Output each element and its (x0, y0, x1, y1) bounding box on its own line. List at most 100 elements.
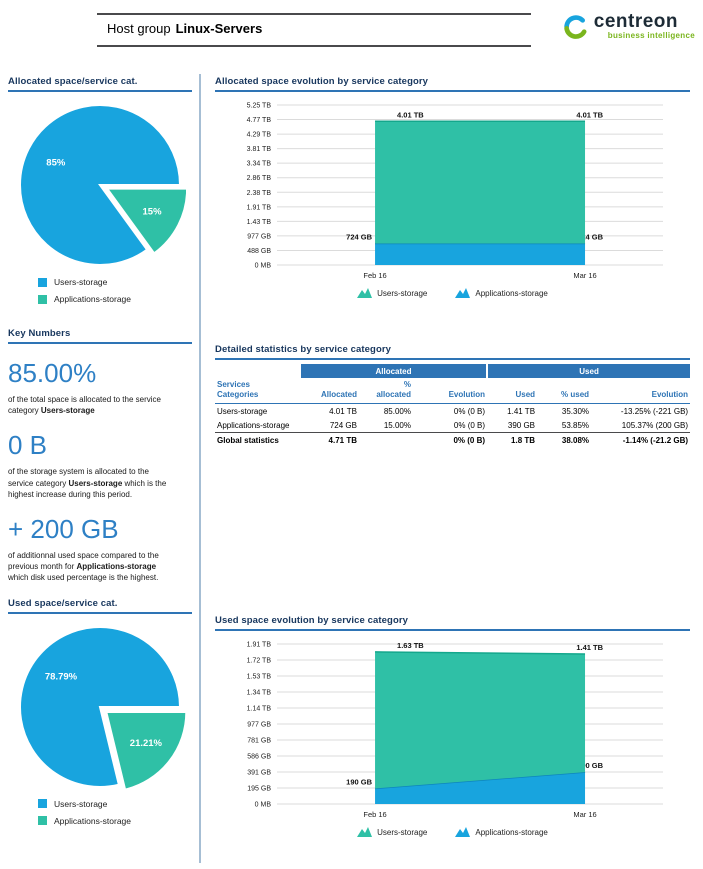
page-title: Host group Linux-Servers (107, 21, 262, 36)
svg-text:0 MB: 0 MB (255, 263, 272, 270)
used-pie-chart: 78.79% 21.21% (8, 619, 192, 795)
svg-text:2.38 TB: 2.38 TB (247, 190, 272, 197)
group-header-used: Used (486, 364, 691, 378)
svg-text:4.01 TB: 4.01 TB (576, 110, 603, 119)
centreon-logo: centreon business intelligence (561, 12, 695, 47)
svg-text:390 GB: 390 GB (577, 761, 603, 770)
section-heading-used-pie: Used space/service cat. (8, 598, 192, 614)
section-heading-allocated-pie: Allocated space/service cat. (8, 76, 192, 92)
key-number-allocation-increase: 0 B of the storage system is allocated t… (8, 430, 192, 500)
group-header-allocated: Allocated (301, 364, 488, 378)
column-header-evolution-allocated: Evolution (413, 378, 488, 404)
section-heading-detailed-statistics: Detailed statistics by service category (215, 344, 690, 360)
allocated-pie-legend: Users-storage Applications-storage (38, 277, 192, 304)
svg-text:3.81 TB: 3.81 TB (247, 146, 272, 153)
svg-text:488 GB: 488 GB (247, 248, 271, 255)
left-column: Allocated space/service cat. 85% 15% User… (8, 76, 192, 833)
legend-item: Users-storage (357, 287, 427, 300)
table-row: Users-storage 4.01 TB 85.00% 0% (0 B) 1.41 T… (217, 406, 689, 416)
legend-item: Applications-storage (38, 816, 192, 826)
svg-text:Feb 16: Feb 16 (363, 810, 386, 819)
legend-item: Applications-storage (455, 826, 548, 839)
svg-text:3.34 TB: 3.34 TB (247, 161, 272, 168)
svg-text:1.72 TB: 1.72 TB (247, 658, 272, 665)
logo-subtitle: business intelligence (607, 31, 695, 40)
svg-text:Mar 16: Mar 16 (573, 810, 596, 819)
statistics-table: Allocated Used Services Categories Alloc… (215, 364, 691, 447)
svg-text:1.43 TB: 1.43 TB (247, 219, 272, 226)
svg-text:5.25 TB: 5.25 TB (247, 103, 272, 110)
legend-label: Applications-storage (54, 815, 132, 826)
svg-text:977 GB: 977 GB (247, 233, 271, 240)
svg-text:391 GB: 391 GB (247, 770, 271, 777)
svg-text:1.63 TB: 1.63 TB (397, 641, 424, 650)
legend-item: Applications-storage (455, 287, 548, 300)
statistics-table-body: Users-storage 4.01 TB 85.00% 0% (0 B) 1.41 T… (215, 404, 691, 447)
header-rule-top (97, 13, 531, 15)
svg-text:85%: 85% (46, 157, 66, 168)
area-series-icon (455, 826, 471, 839)
area-series-icon (357, 287, 373, 300)
key-number-caption: of the total space is allocated to the s… (8, 395, 161, 416)
legend-item: Users-storage (38, 799, 192, 809)
section-heading-used-evolution: Used space evolution by service category (215, 615, 690, 631)
svg-text:1.14 TB: 1.14 TB (247, 706, 272, 713)
section-heading-allocated-evolution: Allocated space evolution by service cat… (215, 76, 690, 92)
column-header-evolution-used: Evolution (591, 378, 691, 404)
svg-text:1.41 TB: 1.41 TB (576, 643, 603, 652)
key-number-used-increase: + 200 GB of additionnal used space compa… (8, 514, 192, 584)
legend-label: Users-storage (54, 277, 108, 287)
svg-text:0 MB: 0 MB (255, 802, 272, 809)
svg-text:1.91 TB: 1.91 TB (247, 204, 272, 211)
legend-label: Applications-storage (54, 294, 132, 304)
used-pie-legend: Users-storage Applications-storage (38, 799, 192, 826)
column-divider (199, 74, 201, 863)
allocated-evolution-legend: Users-storage Applications-storage (215, 287, 690, 300)
legend-label: Users-storage (377, 828, 428, 837)
key-number-caption: of the storage system is allocated to th… (8, 467, 167, 499)
header-rule-bottom (97, 45, 531, 47)
key-number-caption: of additionnal used space compared to th… (8, 550, 159, 583)
area-canvas: 1.91 TB 1.72 TB 1.53 TB 1.34 TB 1.14 TB 977 G… (247, 641, 663, 819)
group-header-spacer (215, 364, 301, 378)
key-number-allocated-percent: 85.00% of the total space is allocated t… (8, 358, 192, 416)
svg-text:15%: 15% (143, 207, 163, 218)
legend-label: Applications-storage (475, 828, 548, 837)
svg-text:1.91 TB: 1.91 TB (247, 642, 272, 649)
right-column: Allocated space evolution by service cat… (215, 76, 691, 839)
centreon-swirl-icon (561, 12, 591, 47)
table-group-header-row: Allocated Used (215, 364, 691, 378)
svg-text:586 GB: 586 GB (247, 754, 271, 761)
legend-label: Users-storage (54, 798, 108, 809)
table-column-header-row: Services Categories Allocated % allocate… (215, 378, 691, 404)
column-header-percent-allocated: % allocated (359, 378, 413, 404)
key-number-value: 85.00% (8, 358, 97, 388)
used-evolution-chart: 1.91 TB 1.72 TB 1.53 TB 1.34 TB 1.14 TB 977 G… (215, 636, 690, 826)
title-hostgroup-name: Linux-Servers (175, 21, 263, 36)
svg-text:78.79%: 78.79% (45, 671, 78, 682)
area-series-icon (455, 287, 471, 300)
svg-text:4.01 TB: 4.01 TB (397, 110, 424, 119)
legend-label: Applications-storage (475, 289, 548, 298)
svg-text:781 GB: 781 GB (247, 738, 271, 745)
svg-text:Feb 16: Feb 16 (363, 271, 386, 280)
area-series-icon (357, 826, 373, 839)
svg-text:2.86 TB: 2.86 TB (247, 175, 272, 182)
legend-square-swatch (38, 816, 47, 825)
svg-text:Mar 16: Mar 16 (573, 271, 596, 280)
legend-square-swatch (38, 294, 47, 304)
svg-text:195 GB: 195 GB (247, 786, 271, 793)
pie-canvas: 85% 15% (19, 104, 186, 266)
legend-label: Users-storage (377, 289, 428, 298)
allocated-evolution-chart: 5.25 TB 4.77 TB 4.29 TB 3.81 TB 3.34 TB 2.86 … (215, 97, 690, 287)
svg-text:21.21%: 21.21% (130, 738, 163, 749)
key-number-value: + 200 GB (8, 513, 119, 544)
column-header-services-categories: Services Categories (215, 378, 301, 404)
area-canvas: 5.25 TB 4.77 TB 4.29 TB 3.81 TB 3.34 TB 2.86 … (247, 103, 663, 280)
svg-text:4.77 TB: 4.77 TB (247, 117, 272, 124)
svg-text:724 GB: 724 GB (346, 232, 372, 241)
section-heading-key-numbers: Key Numbers (8, 328, 192, 344)
logo-wordmark: centreon (593, 11, 679, 32)
svg-text:724 GB: 724 GB (577, 232, 603, 241)
column-header-percent-used: % used (537, 378, 592, 404)
